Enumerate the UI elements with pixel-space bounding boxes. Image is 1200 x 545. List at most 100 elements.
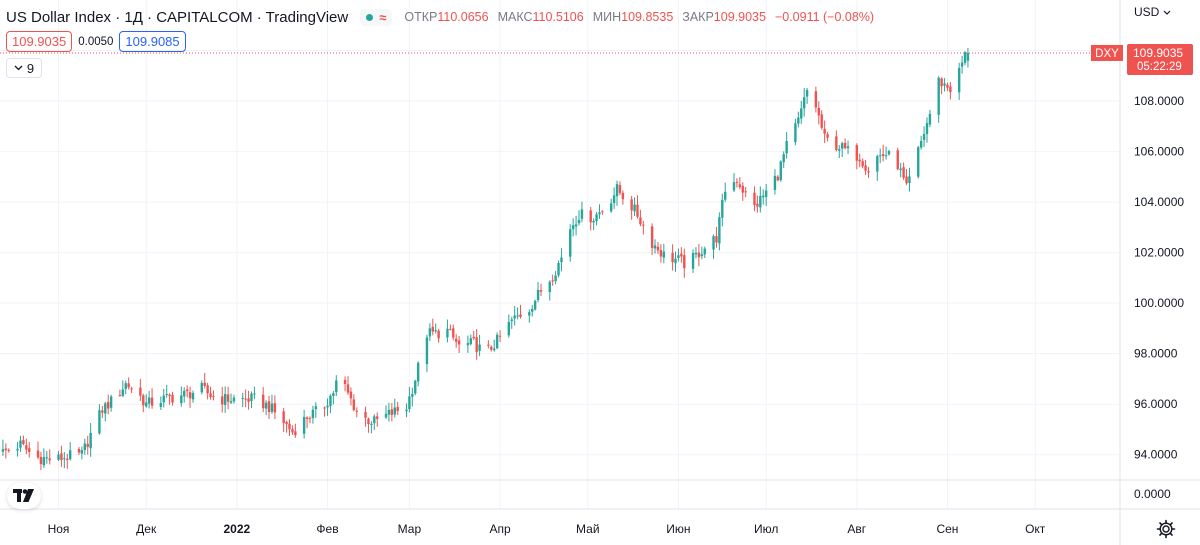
candle-body[interactable] [794, 123, 797, 143]
candle-body[interactable] [77, 448, 81, 453]
candle-body[interactable] [232, 397, 236, 402]
candle-body[interactable] [756, 203, 759, 207]
candle-body[interactable] [416, 362, 420, 382]
candle-body[interactable] [16, 448, 19, 451]
candle-body[interactable] [671, 252, 674, 263]
candle-body[interactable] [574, 224, 578, 227]
candle-body[interactable] [917, 147, 920, 177]
candle-body[interactable] [349, 391, 353, 399]
candle-body[interactable] [861, 161, 864, 167]
candle-body[interactable] [332, 393, 335, 397]
candle-body[interactable] [507, 321, 511, 336]
candle-body[interactable] [323, 407, 326, 409]
candle-body[interactable] [653, 245, 657, 249]
candle-body[interactable] [4, 448, 8, 451]
candle-body[interactable] [150, 397, 154, 406]
candle-body[interactable] [694, 252, 698, 255]
candle-body[interactable] [683, 255, 686, 269]
candle-body[interactable] [469, 338, 473, 345]
candle-body[interactable] [569, 229, 572, 257]
candle-body[interactable] [735, 181, 739, 183]
candle-body[interactable] [250, 393, 253, 402]
candle-body[interactable] [101, 410, 104, 413]
sell-button[interactable]: 109.9035 [6, 31, 73, 52]
candle-body[interactable] [80, 450, 84, 454]
candle-body[interactable] [185, 389, 189, 392]
candle-body[interactable] [782, 154, 785, 163]
candle-body[interactable] [928, 113, 932, 125]
candle-body[interactable] [253, 393, 256, 395]
candle-body[interactable] [490, 346, 493, 350]
candle-body[interactable] [478, 344, 481, 351]
candle-body[interactable] [820, 114, 823, 128]
candle-body[interactable] [142, 395, 145, 406]
candle-body[interactable] [691, 253, 695, 269]
candle-body[interactable] [823, 128, 826, 134]
candle-body[interactable] [835, 136, 838, 151]
candle-body[interactable] [66, 458, 69, 461]
candle-body[interactable] [609, 203, 613, 212]
candle-body[interactable] [960, 62, 964, 67]
candle-body[interactable] [949, 86, 952, 92]
candle-body[interactable] [867, 171, 870, 173]
candle-body[interactable] [168, 394, 171, 397]
candle-body[interactable] [45, 457, 48, 459]
candle-body[interactable] [273, 403, 277, 413]
symbol-title[interactable]: US Dollar Index · 1Д · CAPITALCOM · Trad… [6, 8, 349, 26]
candle-body[interactable] [355, 410, 358, 412]
candle-body[interactable] [674, 258, 677, 264]
candle-body[interactable] [718, 217, 721, 244]
candle-body[interactable] [393, 407, 396, 415]
candle-body[interactable] [533, 300, 537, 310]
candle-body[interactable] [615, 184, 619, 197]
candle-body[interactable] [1, 449, 5, 452]
candle-body[interactable] [434, 330, 437, 332]
candle-body[interactable] [601, 211, 604, 213]
candle-body[interactable] [879, 155, 882, 157]
candle-body[interactable] [346, 384, 350, 393]
candle-body[interactable] [571, 225, 575, 230]
candle-body[interactable] [36, 450, 40, 458]
candle-body[interactable] [957, 68, 961, 93]
candle-body[interactable] [98, 410, 101, 434]
candle-body[interactable] [63, 458, 66, 460]
candle-body[interactable] [370, 423, 373, 426]
candle-body[interactable] [7, 450, 10, 452]
candle-body[interactable] [817, 107, 820, 116]
candle-body[interactable] [425, 337, 429, 365]
candle-body[interactable] [838, 149, 841, 151]
indicators-toggle-button[interactable]: 9 [6, 58, 42, 78]
candle-body[interactable] [843, 142, 847, 149]
candle-body[interactable] [762, 195, 765, 198]
candle-body[interactable] [264, 402, 268, 409]
candle-body[interactable] [633, 204, 636, 212]
candle-body[interactable] [677, 255, 680, 259]
candle-body[interactable] [876, 156, 879, 172]
candle-body[interactable] [308, 418, 312, 420]
candle-body[interactable] [577, 219, 581, 224]
candle-body[interactable] [159, 403, 163, 407]
candle-body[interactable] [472, 336, 475, 339]
candle-body[interactable] [539, 290, 543, 292]
gear-icon[interactable] [1156, 519, 1176, 539]
candle-body[interactable] [732, 182, 736, 191]
candle-body[interactable] [291, 429, 294, 433]
candle-body[interactable] [411, 394, 414, 397]
candle-body[interactable] [165, 394, 168, 396]
candle-body[interactable] [83, 443, 87, 451]
candle-body[interactable] [528, 312, 531, 316]
candle-body[interactable] [68, 450, 72, 460]
candle-body[interactable] [147, 397, 151, 404]
candle-body[interactable] [285, 421, 288, 425]
candle-body[interactable] [797, 117, 800, 124]
candle-body[interactable] [311, 409, 315, 419]
candle-body[interactable] [57, 454, 60, 460]
candle-body[interactable] [800, 108, 803, 119]
candle-body[interactable] [703, 248, 706, 255]
candle-body[interactable] [922, 134, 926, 140]
candle-body[interactable] [516, 315, 519, 317]
candle-body[interactable] [145, 402, 148, 407]
buy-button[interactable]: 109.9085 [119, 31, 186, 52]
candle-body[interactable] [466, 343, 470, 346]
